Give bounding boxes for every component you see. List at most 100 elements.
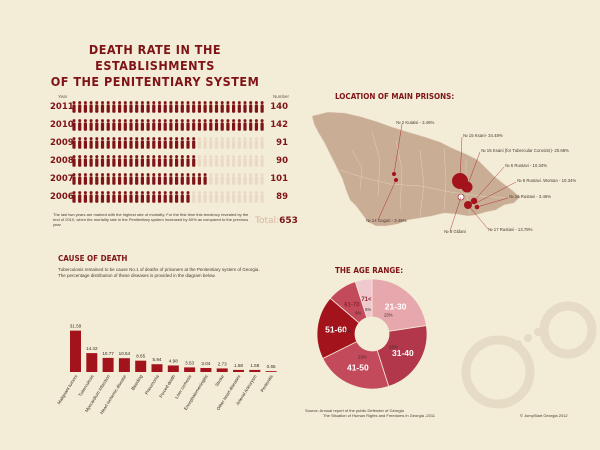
- person-icon: [118, 191, 122, 203]
- person-icon: [157, 119, 162, 131]
- death-row-pictogram: [72, 173, 264, 185]
- person-icon: [118, 119, 122, 131]
- death-row-year: 2006: [50, 192, 74, 202]
- person-icon: [83, 155, 87, 167]
- person-icon: [243, 155, 247, 167]
- label-guguti: № 14 Guguti - 3.46%: [366, 218, 407, 223]
- death-row-year: 2007: [50, 174, 74, 184]
- label-rustavi-6: № 6 Rustavi - 10.34%: [505, 163, 547, 168]
- person-icon: [146, 101, 150, 113]
- bar-category-label: Tuberculosis: [77, 373, 95, 397]
- donut-slice: [354, 278, 373, 319]
- bar-value-label: 3.04: [201, 361, 210, 366]
- source-note: Source: Annual report of the public Defe…: [305, 408, 435, 418]
- person-icon: [112, 137, 116, 149]
- donut-category-label: 21-30: [385, 301, 407, 311]
- person-icon: [175, 137, 179, 149]
- person-icon: [100, 137, 105, 149]
- person-icon: [140, 137, 144, 149]
- donut-slice: [322, 341, 390, 390]
- person-icon: [260, 101, 264, 113]
- bar-value-label: 10.54: [119, 351, 131, 356]
- person-icon: [140, 173, 144, 185]
- person-icon: [180, 137, 184, 149]
- person-icon: [180, 119, 184, 131]
- label-kutaisi: № 2 Kutaisi - 3.46%: [396, 120, 434, 125]
- person-icon: [197, 101, 201, 113]
- person-icon: [226, 191, 230, 203]
- total-value: 653: [279, 216, 298, 226]
- person-icon: [192, 119, 196, 131]
- person-icon: [157, 101, 162, 113]
- donut-slice: [316, 297, 360, 360]
- label-gldani: № 8 Gldani: [444, 229, 466, 234]
- label-rustavi-16: № 16 Rustavi - 3.46%: [509, 194, 551, 199]
- person-icon: [163, 155, 167, 167]
- person-icon: [129, 173, 133, 185]
- person-icon: [226, 155, 230, 167]
- person-icon: [220, 155, 224, 167]
- person-icon: [72, 191, 76, 203]
- person-icon: [78, 119, 82, 131]
- person-icon: [186, 119, 190, 131]
- person-icon: [72, 155, 76, 167]
- person-icon: [146, 119, 150, 131]
- georgia-map: № 2 Kutaisi - 3.46% № 15 Ksani- 34.48% №…: [311, 111, 576, 234]
- person-icon: [112, 119, 116, 131]
- donut-category-label: 61-70: [344, 303, 360, 309]
- person-icon: [78, 101, 82, 113]
- bar: [118, 358, 130, 372]
- person-icon: [83, 137, 87, 149]
- person-icon: [260, 173, 264, 185]
- person-icon: [186, 137, 190, 149]
- bar: [249, 369, 261, 372]
- person-icon: [192, 155, 196, 167]
- person-icon: [232, 119, 236, 131]
- person-icon: [129, 137, 133, 149]
- death-row-value: 90: [276, 156, 288, 166]
- person-icon: [243, 173, 247, 185]
- person-icon: [95, 155, 99, 167]
- donut-percent-label: 23%: [358, 355, 367, 360]
- person-icon: [95, 191, 99, 203]
- person-icon: [106, 137, 110, 149]
- label-rustavi-woman: № 5 Rustavi. Woman - 10.34%: [517, 178, 576, 183]
- person-icon: [175, 173, 179, 185]
- person-icon: [106, 119, 110, 131]
- number-column-header: Number: [273, 94, 290, 99]
- bar-value-label: 8.65: [136, 354, 145, 359]
- person-icon: [140, 101, 144, 113]
- person-icon: [214, 101, 219, 113]
- person-icon: [129, 119, 133, 131]
- person-icon: [220, 101, 224, 113]
- source-line1: Source: Annual report of the public Defe…: [305, 408, 404, 413]
- bar: [135, 360, 147, 372]
- death-row-pictogram: [72, 191, 264, 203]
- person-icon: [237, 191, 241, 203]
- cause-title: CAUSE OF DEATH: [58, 254, 128, 263]
- person-icon: [123, 119, 127, 131]
- person-icon: [214, 173, 219, 185]
- person-icon: [106, 155, 110, 167]
- person-icon: [186, 191, 190, 203]
- year-column-header: Year: [58, 94, 68, 99]
- person-icon: [140, 191, 144, 203]
- person-icon: [157, 155, 162, 167]
- donut-category-label: 41-50: [347, 362, 369, 372]
- person-icon: [157, 137, 162, 149]
- person-icon: [180, 155, 184, 167]
- bar: [102, 357, 114, 372]
- person-icon: [78, 173, 82, 185]
- person-icon: [175, 191, 179, 203]
- person-icon: [89, 119, 93, 131]
- person-icon: [232, 173, 236, 185]
- map-title: LOCATION OF MAIN PRISONS:: [335, 92, 455, 101]
- person-icon: [89, 155, 93, 167]
- person-icon: [163, 101, 167, 113]
- person-icon: [123, 155, 127, 167]
- person-icon: [169, 137, 173, 149]
- person-icon: [226, 137, 230, 149]
- person-icon: [254, 101, 258, 113]
- total-block: Total:653: [255, 210, 298, 228]
- person-icon: [100, 155, 105, 167]
